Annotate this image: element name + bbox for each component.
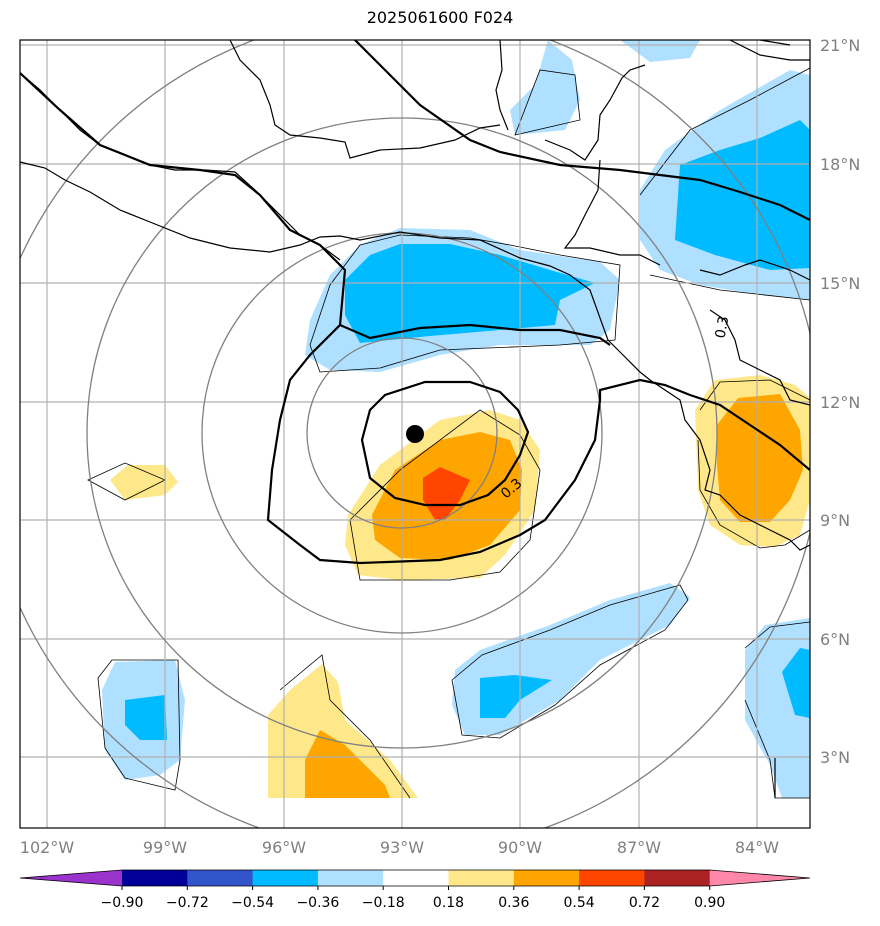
colorbar-extend-high [709,870,810,886]
map-area: 0.3 0.3 [20,40,810,828]
lat-label: 18°N [820,155,860,174]
lat-label: 12°N [820,393,860,412]
colorbar-swatch [187,870,254,886]
lat-label: 6°N [820,630,850,649]
lon-label: 96°W [262,838,306,857]
colorbar-swatch [579,870,645,886]
colorbar-swatch [317,870,384,886]
colorbar-extend-low [20,870,122,886]
colorbar-tick-label: 0.72 [629,895,660,911]
lat-label: 21°N [820,36,860,55]
negative-anomaly-mid [125,120,810,740]
latitude-labels: 21°N 18°N 15°N 12°N 9°N 6°N 3°N [820,36,860,767]
map-frame [19,39,811,829]
colorbar-swatch [448,870,515,886]
colorbar-tick-label: −0.36 [296,895,339,911]
lat-label: 9°N [820,511,850,530]
coastlines [20,40,810,798]
map-title: 2025061600 F024 [366,8,514,27]
positive-anomaly-high [423,467,470,520]
lat-label: 15°N [820,274,860,293]
colorbar-tick-label: −0.54 [231,895,274,911]
colorbar-swatch [644,870,711,886]
lon-label: 84°W [735,838,779,857]
lon-label: 102°W [20,838,75,857]
colorbar-tick-label: 0.90 [694,895,725,911]
colorbar-swatch [122,870,188,886]
colorbar-tick-label: −0.72 [166,895,209,911]
colorbar-swatch [513,870,580,886]
distance-rings [20,40,810,828]
colorbar: −0.90 −0.72 −0.54 −0.36 −0.18 0.18 0.36 0.54 0.7… [19,869,811,911]
storm-center-marker [406,425,424,443]
colorbar-tick-label: −0.90 [101,895,144,911]
contour-label: 0.3 [713,315,733,340]
lon-label: 87°W [617,838,661,857]
lon-label: 99°W [143,838,187,857]
thick-contours [20,40,810,565]
longitude-labels: 102°W 99°W 96°W 93°W 90°W 87°W 84°W [20,838,779,857]
colorbar-tick-label: −0.18 [362,895,405,911]
colorbar-swatch [252,870,319,886]
lon-label: 93°W [380,838,424,857]
lat-label: 3°N [820,748,850,767]
lon-label: 90°W [498,838,542,857]
colorbar-tick-label: 0.18 [433,895,464,911]
colorbar-swatch [383,870,449,886]
colorbar-tick-label: 0.36 [498,895,529,911]
colorbar-tick-label: 0.54 [564,895,595,911]
